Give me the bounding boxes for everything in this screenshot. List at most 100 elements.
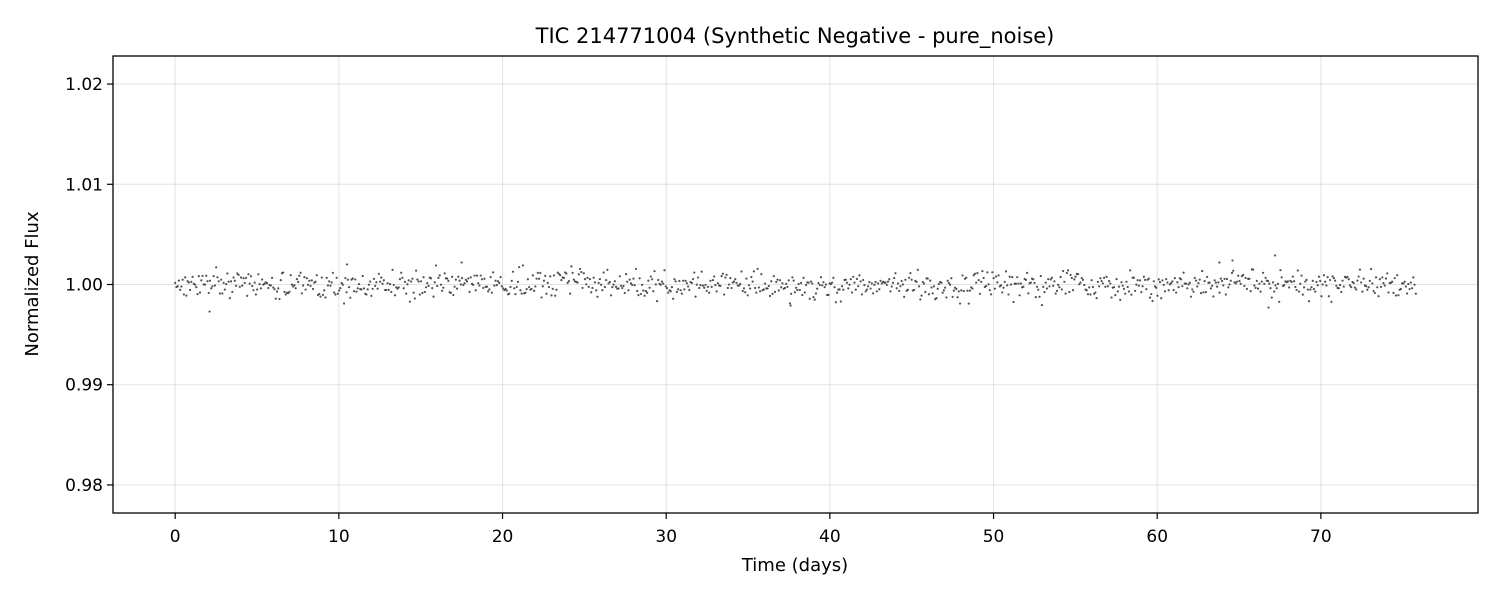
data-point	[588, 277, 592, 281]
data-point	[767, 284, 770, 288]
data-point	[390, 290, 393, 294]
data-point	[1341, 279, 1344, 282]
data-point	[787, 279, 790, 282]
data-point	[205, 274, 208, 277]
data-point	[709, 279, 712, 282]
data-point	[1358, 268, 1362, 271]
data-point	[524, 291, 527, 294]
data-point	[357, 283, 361, 286]
data-point	[801, 293, 804, 297]
data-point	[725, 273, 728, 276]
data-point	[1228, 283, 1231, 286]
data-point	[981, 270, 984, 273]
data-point	[424, 286, 428, 289]
data-point	[1024, 278, 1027, 281]
data-point	[669, 290, 672, 293]
data-point	[683, 288, 686, 291]
data-point	[247, 273, 250, 276]
data-point	[1126, 285, 1129, 289]
data-point	[1048, 285, 1051, 288]
data-point	[942, 289, 946, 292]
data-point	[1045, 287, 1049, 290]
x-tick-label: 30	[655, 527, 677, 547]
data-point	[398, 278, 402, 281]
data-point	[1194, 279, 1198, 282]
data-point	[1235, 280, 1239, 283]
data-point	[300, 292, 303, 295]
data-point	[1370, 267, 1373, 271]
data-point	[349, 296, 352, 299]
data-point	[1279, 269, 1282, 272]
data-point	[375, 281, 378, 284]
data-point	[875, 290, 878, 293]
data-point	[936, 287, 939, 290]
data-point	[416, 278, 419, 281]
data-point	[655, 300, 659, 303]
data-point	[649, 275, 652, 278]
data-point	[1300, 274, 1303, 277]
data-point	[385, 288, 388, 292]
data-point	[920, 294, 923, 297]
data-point	[586, 276, 589, 279]
data-point	[1203, 279, 1206, 283]
data-point	[1047, 278, 1050, 281]
data-point	[596, 295, 599, 298]
data-point	[1202, 291, 1205, 294]
data-point	[647, 279, 650, 282]
data-point	[221, 292, 224, 295]
data-point	[962, 289, 965, 293]
data-point	[819, 276, 823, 279]
data-point	[637, 293, 640, 297]
data-point	[1100, 280, 1103, 283]
data-point	[791, 276, 794, 279]
data-point	[884, 281, 887, 284]
data-point	[325, 276, 328, 280]
data-point	[1189, 295, 1193, 298]
data-point	[273, 288, 276, 291]
data-point	[212, 275, 215, 278]
data-point	[1043, 290, 1046, 294]
data-point	[207, 291, 210, 295]
data-point	[760, 273, 763, 276]
data-point	[1142, 275, 1145, 278]
data-point	[1122, 287, 1126, 290]
data-point	[836, 291, 839, 294]
data-point	[222, 281, 225, 284]
data-point	[1014, 282, 1018, 285]
data-point	[418, 293, 421, 296]
data-point	[293, 284, 296, 287]
data-point	[241, 284, 244, 287]
data-point	[1237, 274, 1240, 277]
data-point	[380, 276, 383, 279]
data-point	[299, 271, 302, 274]
data-point	[1040, 303, 1044, 307]
data-point	[797, 282, 800, 286]
data-point	[778, 279, 782, 282]
data-point	[228, 297, 231, 300]
data-point	[252, 289, 255, 292]
data-point	[700, 270, 703, 273]
y-tick-label: 0.99	[65, 376, 103, 396]
data-point	[740, 270, 743, 273]
data-point	[1295, 288, 1298, 292]
data-point	[1286, 280, 1289, 283]
data-point	[232, 276, 235, 279]
data-point	[694, 295, 697, 298]
data-point	[386, 282, 389, 285]
data-point	[211, 285, 214, 288]
data-point	[344, 276, 347, 280]
data-point	[367, 283, 371, 286]
data-point	[831, 281, 834, 284]
data-point	[680, 292, 683, 295]
data-point	[966, 289, 969, 292]
data-point	[1362, 277, 1365, 280]
data-point	[1017, 282, 1020, 285]
data-point	[899, 285, 902, 288]
data-point	[644, 290, 647, 293]
data-point	[1224, 293, 1227, 296]
data-point	[1198, 278, 1201, 281]
data-point	[850, 291, 854, 294]
data-point	[876, 282, 880, 285]
data-points	[174, 254, 1417, 313]
